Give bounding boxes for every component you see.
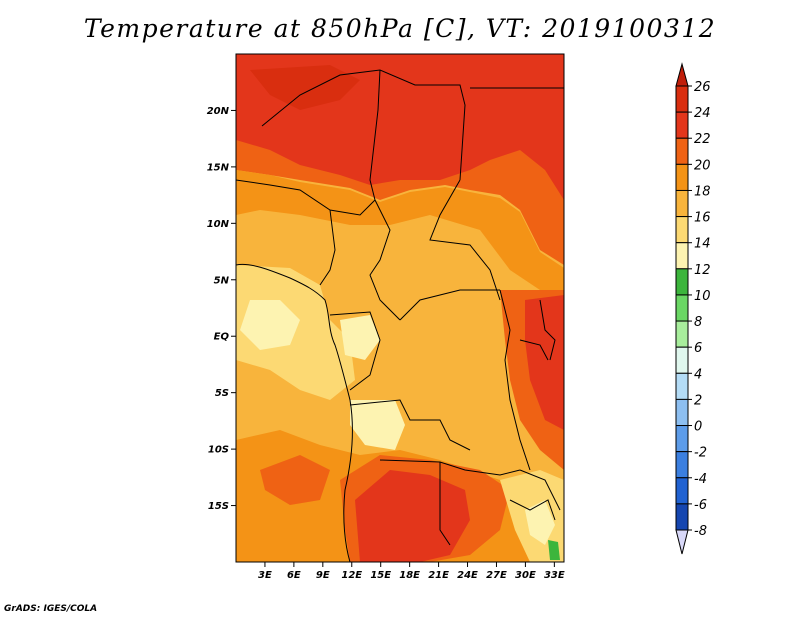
latitude-axis: 20N 15N 10N 5N EQ 5S 10S 15S xyxy=(207,106,236,512)
lon-tick-label: 12E xyxy=(341,570,362,581)
country-borders xyxy=(236,69,564,562)
colorbar-segment xyxy=(675,294,689,322)
colorbar-label: 14 xyxy=(694,237,711,252)
colorbar-segment xyxy=(675,216,689,244)
colorbar-segment xyxy=(675,268,689,296)
colorbar-label: 6 xyxy=(694,341,702,356)
colorbar-segment xyxy=(675,189,689,218)
colorbar-label: -6 xyxy=(694,498,707,513)
field-24-south xyxy=(355,470,470,562)
colorbar-segment xyxy=(675,242,689,270)
field-12-se xyxy=(548,540,560,560)
grads-credit: GrADS: IGES/COLA xyxy=(4,604,98,614)
border-nigeria-cameroon xyxy=(319,209,336,286)
colorbar-segment xyxy=(675,451,689,479)
lon-tick-label: 27E xyxy=(486,570,507,581)
lon-tick-label: 3E xyxy=(258,570,272,581)
border-zambia-zim xyxy=(509,499,556,521)
colorbar-label: -8 xyxy=(694,524,707,539)
border-angola-zambia-south xyxy=(439,462,451,546)
border-drc-angola xyxy=(349,399,471,451)
border-niger-chad xyxy=(369,69,381,201)
colorbar-label: 2 xyxy=(694,393,702,408)
field-14-se xyxy=(525,500,555,545)
lat-tick-label: 20N xyxy=(207,106,230,117)
field-16-west xyxy=(236,265,355,400)
field-14-gabon xyxy=(340,315,380,360)
colorbar-label: -4 xyxy=(694,472,707,487)
field-14-angola-coast xyxy=(350,400,405,450)
border-gabon-congo xyxy=(329,311,381,391)
border-cameroon-car xyxy=(369,199,401,321)
lat-tick-label: 10N xyxy=(207,219,230,230)
lat-tick-label: 5N xyxy=(214,275,230,286)
colorbar-label: 0 xyxy=(694,420,702,435)
lon-tick-label: 6E xyxy=(287,570,301,581)
colorbar-label: 4 xyxy=(694,367,702,382)
lat-tick-label: 15N xyxy=(207,162,230,173)
colorbar-label: 22 xyxy=(694,132,711,147)
colorbar-top-arrow xyxy=(675,62,689,87)
colorbar-segment xyxy=(675,398,689,427)
colorbar-segment xyxy=(675,503,689,531)
colorbar-segment xyxy=(675,111,689,139)
lon-tick-label: 15E xyxy=(370,570,391,581)
lon-tick-label: 9E xyxy=(316,570,330,581)
border-malawi xyxy=(519,469,561,511)
lon-tick-label: 30E xyxy=(515,570,536,581)
border-car-drc xyxy=(399,289,500,321)
border-drc-east xyxy=(499,289,531,471)
lon-tick-label: 21E xyxy=(428,570,449,581)
plot-frame xyxy=(235,53,565,563)
colorbar-label: 16 xyxy=(694,211,711,226)
temperature-field xyxy=(236,54,564,562)
colorbar-label: 18 xyxy=(694,184,711,199)
colorbar-label: 12 xyxy=(694,263,711,278)
border-sahara xyxy=(261,69,466,181)
lon-tick-label: 24E xyxy=(457,570,478,581)
border-chad-sudan xyxy=(429,179,501,301)
field-22-sw xyxy=(260,455,330,505)
colorbar-bottom-arrow xyxy=(675,529,689,555)
colorbar-label: 24 xyxy=(694,106,711,121)
field-14-gulf xyxy=(240,300,300,350)
colorbar-segment xyxy=(675,320,689,348)
longitude-axis: 3E 6E 9E 12E 15E 18E 21E 24E 27E 30E 33E xyxy=(258,562,565,581)
field-18-central xyxy=(375,225,500,340)
colorbar-label: 8 xyxy=(694,315,702,330)
colorbar-segment xyxy=(675,163,689,191)
colorbar-segment xyxy=(675,477,689,505)
colorbar-segment xyxy=(675,346,689,374)
field-26-sahara xyxy=(250,65,360,110)
colorbar-segment xyxy=(675,425,689,453)
lon-tick-label: 18E xyxy=(399,570,420,581)
lat-tick-label: 5S xyxy=(215,388,229,399)
map-title: Temperature at 850hPa [C], VT: 201910031… xyxy=(83,14,717,43)
lat-tick-label: 10S xyxy=(208,445,229,456)
lat-tick-label: 15S xyxy=(208,501,229,512)
colorbar-label: 26 xyxy=(694,80,711,95)
colorbar-segment xyxy=(675,372,689,400)
coastline xyxy=(236,263,353,562)
lat-tick-label: EQ xyxy=(214,332,230,343)
border-lake-victoria xyxy=(539,299,556,361)
border-uganda xyxy=(519,339,549,361)
colorbar-label: 20 xyxy=(694,158,711,173)
lon-tick-label: 33E xyxy=(544,570,565,581)
border-nigeria-north xyxy=(236,179,376,216)
field-24-east xyxy=(525,295,564,430)
colorbar-label: -2 xyxy=(694,446,707,461)
colorbar-segment xyxy=(675,85,689,113)
colorbar-segment xyxy=(675,137,689,165)
border-angola-zambia xyxy=(379,459,521,476)
colorbar-label: 10 xyxy=(694,289,711,304)
